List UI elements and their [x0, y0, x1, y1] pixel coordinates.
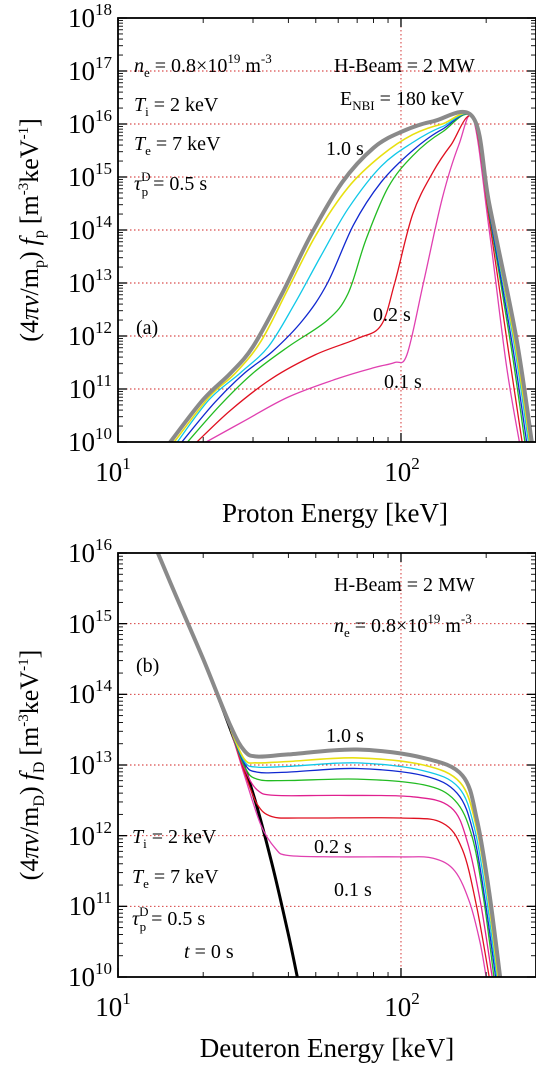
panel-a-tick-marks	[117, 17, 536, 443]
b-time-label-t0: t = 0 s	[184, 941, 234, 963]
b-xtick-label-1: 102	[384, 989, 420, 1022]
panel-a-grid	[118, 18, 536, 442]
panel-b-grid	[118, 553, 536, 977]
a-ytick-label-8: 1018	[68, 0, 112, 33]
a-ytick-label-0: 1010	[68, 424, 112, 457]
panel-a: 1010 1011 1012 1013 1014 1015 1016 1017 …	[15, 0, 536, 528]
b-tau-annotation: τD p = 0.5 s	[132, 904, 205, 934]
panel-b: 1010 1011 1012 1013 1014 1015 1016 101 1…	[15, 535, 536, 1063]
a-ytick-label-6: 1016	[68, 106, 112, 139]
b-ytick-label-3: 1013	[68, 747, 112, 780]
a-ytick-label-7: 1017	[68, 53, 113, 86]
series-line-8	[155, 553, 503, 977]
series-line-5	[173, 112, 531, 442]
a-y-axis-label: (4πv/mp)fp[m-3keV-1]	[15, 118, 48, 342]
b-time-label-0-2: 0.2 s	[314, 836, 352, 858]
a-xtick-label-0: 101	[95, 454, 131, 487]
b-time-label-1-0: 1.0 s	[326, 725, 364, 747]
b-x-axis-label: Deuteron Energy [keV]	[200, 1033, 454, 1063]
b-ytick-label-5: 1015	[68, 606, 112, 639]
a-time-label-0-1: 0.1 s	[384, 371, 422, 393]
b-ti-annotation: Ti = 2 keV	[132, 826, 217, 851]
a-ne-annotation: ne = 0.8×1019 m-3	[134, 51, 272, 80]
a-ytick-label-3: 1013	[68, 265, 112, 298]
a-time-label-1-0: 1.0 s	[326, 138, 364, 160]
b-ytick-label-4: 1014	[68, 676, 113, 709]
panel-a-tag: (a)	[136, 317, 158, 339]
a-enbi-annotation: ENBI = 180 keV	[340, 88, 465, 113]
a-tau-annotation: τD p = 0.5 s	[134, 169, 207, 199]
series-line-6	[229, 729, 498, 977]
b-xtick-label-0: 101	[95, 989, 131, 1022]
series-line-4	[229, 729, 495, 977]
b-ytick-label-1: 1011	[69, 888, 112, 921]
a-ti-annotation: Ti = 2 keV	[134, 94, 219, 119]
b-y-axis-label: (4πv/mD)fD[m-3keV-1]	[15, 650, 48, 881]
series-line-5	[229, 729, 497, 977]
a-te-annotation: Te = 7 keV	[134, 133, 221, 158]
a-beam-annotation: H-Beam = 2 MW	[334, 55, 475, 77]
b-ytick-label-6: 1016	[68, 535, 112, 568]
a-ytick-label-5: 1015	[68, 159, 112, 192]
b-beam-annotation: H-Beam = 2 MW	[334, 574, 475, 596]
series-line-4	[176, 112, 530, 442]
panel-b-tick-marks	[117, 552, 536, 978]
series-line-3	[229, 729, 493, 977]
a-time-label-0-2: 0.2 s	[373, 304, 411, 326]
series-line-3	[181, 113, 528, 442]
series-line-6	[168, 110, 534, 442]
b-time-label-0-1: 0.1 s	[334, 879, 372, 901]
b-ytick-label-0: 1010	[68, 959, 112, 992]
series-line-1	[196, 115, 523, 442]
b-ne-annotation: ne = 0.8×1019 m-3	[334, 611, 472, 640]
a-ytick-label-1: 1011	[69, 371, 112, 404]
a-x-axis-label: Proton Energy [keV]	[222, 498, 448, 528]
series-line-1	[229, 729, 487, 977]
panel-b-series	[155, 553, 503, 977]
series-line-0	[205, 114, 521, 442]
b-te-annotation: Te = 7 keV	[132, 866, 219, 891]
a-ytick-label-2: 1012	[68, 318, 112, 351]
series-line-2	[229, 729, 490, 977]
b-ytick-label-2: 1012	[68, 818, 112, 851]
panel-a-series	[168, 110, 534, 442]
a-xtick-label-1: 102	[384, 454, 420, 487]
panel-b-tag: (b)	[136, 655, 159, 677]
a-ytick-label-4: 1014	[68, 212, 113, 245]
